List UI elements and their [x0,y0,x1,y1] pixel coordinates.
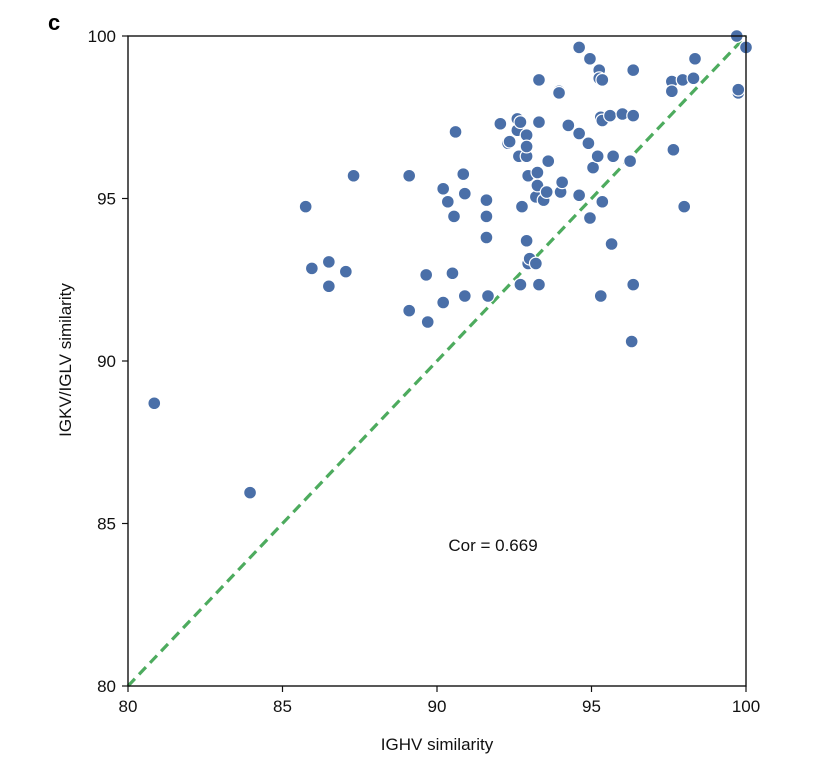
data-point [604,237,619,252]
data-point [539,185,554,200]
data-point [582,51,597,66]
data-point [448,124,463,139]
y-tick-label: 85 [97,515,116,534]
data-point [582,211,597,226]
y-tick-label: 100 [88,27,116,46]
data-point [479,209,494,224]
data-point [528,256,543,271]
data-point [445,266,460,281]
data-point [593,289,608,304]
data-point [479,230,494,245]
data-point [243,485,258,500]
data-point [531,115,546,130]
correlation-annotation: Cor = 0.669 [448,536,537,555]
data-point [572,126,587,141]
data-point [555,175,570,190]
data-points [147,29,753,500]
data-point [440,194,455,209]
x-axis-title: IGHV similarity [381,735,494,754]
data-point [456,167,471,182]
data-point [606,149,621,164]
data-point [572,40,587,55]
data-point [436,181,451,196]
data-point [626,108,641,123]
data-point [493,116,508,131]
data-point [626,277,641,292]
y-tick-label: 95 [97,190,116,209]
data-point [480,289,495,304]
data-point [338,264,353,279]
data-point [457,289,472,304]
data-point [688,51,703,66]
data-point [624,334,639,349]
axis-ticks: 80 85 90 95 100 80 85 90 95 100 [88,27,761,716]
panel-label: c [48,10,60,35]
x-tick-label: 90 [428,697,447,716]
x-tick-label: 100 [732,697,760,716]
data-point [552,85,567,100]
data-point [513,115,528,130]
data-point [531,72,546,87]
data-point [623,154,638,169]
data-point [321,254,336,269]
data-point [502,134,517,149]
data-point [419,267,434,282]
data-point [519,233,534,248]
data-point [731,82,746,97]
data-point [595,72,610,87]
data-point [541,154,556,169]
data-point [531,277,546,292]
data-point [686,71,701,86]
data-point [321,279,336,294]
data-point [479,193,494,208]
data-point [514,199,529,214]
data-point [572,188,587,203]
data-point [677,199,692,214]
x-tick-label: 95 [582,697,601,716]
data-point [626,63,641,78]
data-point [298,199,313,214]
data-point [666,142,681,157]
data-point [420,315,435,330]
data-point [590,149,605,164]
data-point [561,118,576,133]
data-point [595,194,610,209]
y-tick-label: 80 [97,677,116,696]
data-point [530,165,545,180]
y-axis-title: IGKV/IGLV similarity [56,283,75,437]
identity-reference-line [126,34,748,688]
x-tick-label: 80 [119,697,138,716]
data-point [436,295,451,310]
y-tick-label: 90 [97,352,116,371]
x-tick-label: 85 [273,697,292,716]
data-point [664,84,679,99]
data-point [603,108,618,123]
data-point [513,277,528,292]
data-point [147,396,162,411]
data-point [402,303,417,318]
data-point [519,139,534,154]
data-point [346,168,361,183]
reference-line-layer [126,34,748,688]
data-point [304,261,319,276]
data-point [402,168,417,183]
data-point [457,186,472,201]
data-point [581,136,596,151]
data-point [446,209,461,224]
